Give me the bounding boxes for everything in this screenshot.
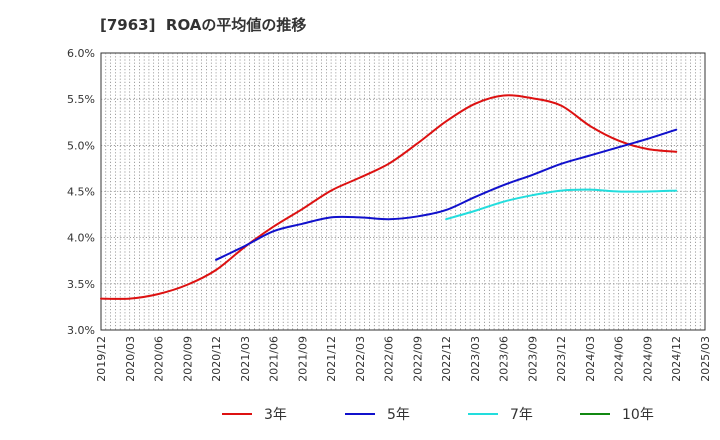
x-tick-label: 2023/03 bbox=[469, 336, 482, 382]
series-line-7年 bbox=[445, 188, 678, 221]
x-tick-label: 2024/03 bbox=[584, 336, 597, 382]
y-tick-label: 5.0% bbox=[67, 139, 95, 152]
grid-lines bbox=[101, 53, 705, 330]
x-tick-label: 2020/06 bbox=[153, 336, 166, 382]
series-lines bbox=[100, 94, 678, 300]
y-tick-label: 3.5% bbox=[67, 278, 95, 291]
legend-label: 5年 bbox=[387, 407, 410, 423]
x-tick-label: 2022/09 bbox=[411, 336, 424, 382]
x-tick-label: 2025/03 bbox=[699, 336, 712, 382]
y-tick-label: 4.0% bbox=[67, 232, 95, 245]
x-tick-label: 2022/06 bbox=[383, 336, 396, 382]
x-tick-label: 2023/06 bbox=[498, 336, 511, 382]
y-tick-label: 6.0% bbox=[67, 47, 95, 60]
y-tick-label: 4.5% bbox=[67, 186, 95, 199]
series-line-3年 bbox=[100, 94, 678, 300]
legend-label: 3年 bbox=[264, 407, 287, 423]
series-line-5年 bbox=[215, 128, 678, 261]
y-tick-label: 5.5% bbox=[67, 93, 95, 106]
x-tick-label: 2021/03 bbox=[239, 336, 252, 382]
x-tick-label: 2024/06 bbox=[613, 336, 626, 382]
x-tick-label: 2020/12 bbox=[210, 336, 223, 382]
x-tick-label: 2021/12 bbox=[325, 336, 338, 382]
x-tick-label: 2022/03 bbox=[354, 336, 367, 382]
y-axis-ticks: 3.0% 3.5% 4.0% 4.5% 5.0% 5.5% 6.0% bbox=[67, 47, 95, 337]
x-tick-label: 2023/09 bbox=[526, 336, 539, 382]
legend: 3年 5年 7年 10年 bbox=[222, 407, 654, 423]
x-tick-label: 2020/09 bbox=[181, 336, 194, 382]
y-tick-label: 3.0% bbox=[67, 324, 95, 337]
x-tick-label: 2022/12 bbox=[440, 336, 453, 382]
legend-label: 7年 bbox=[510, 407, 533, 423]
x-tick-label: 2019/12 bbox=[95, 336, 108, 382]
x-tick-label: 2020/03 bbox=[124, 336, 137, 382]
x-tick-label: 2024/09 bbox=[641, 336, 654, 382]
x-tick-label: 2024/12 bbox=[670, 336, 683, 382]
legend-label: 10年 bbox=[622, 407, 654, 423]
chart-title: [7963] ROAの平均値の推移 bbox=[100, 16, 307, 34]
x-tick-label: 2023/12 bbox=[555, 336, 568, 382]
x-tick-label: 2021/09 bbox=[296, 336, 309, 382]
x-axis-ticks: 2019/12 2020/03 2020/06 2020/09 2020/12 2021/… bbox=[95, 336, 712, 382]
x-tick-label: 2021/06 bbox=[268, 336, 281, 382]
